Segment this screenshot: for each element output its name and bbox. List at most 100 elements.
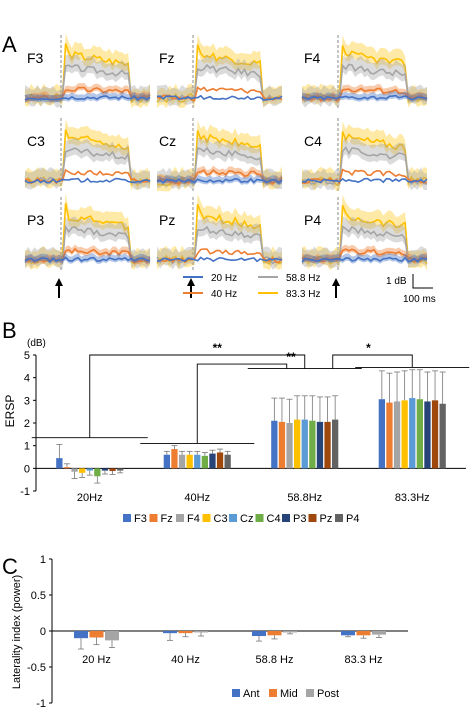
- x-category-label: 83.3 Hz: [345, 654, 383, 666]
- electrode-label-p4: P4: [304, 212, 321, 228]
- sig-line-1: [89, 354, 306, 438]
- x-category-label: 20 Hz: [82, 654, 111, 666]
- erp-cell-fz: Fz: [156, 34, 283, 110]
- error-band-hz58: [157, 54, 282, 108]
- legend-swatch-ant: [232, 689, 240, 697]
- trace-hz40: [156, 248, 283, 264]
- trace-hz20: [301, 256, 428, 263]
- erp-cell-pz: Pz: [156, 193, 283, 298]
- y-tick-label: 2: [24, 418, 30, 430]
- error-band-hz58: [25, 137, 150, 190]
- error-band-hz83: [25, 192, 150, 270]
- x-category-label: 58.8Hz: [287, 492, 322, 504]
- bar-fz-2: [278, 421, 286, 469]
- trace-hz20: [301, 177, 428, 184]
- legend-swatch-c4: [255, 514, 264, 522]
- bar-mid-1: [178, 631, 193, 634]
- erp-cell-p3: P3: [24, 192, 151, 298]
- legend-swatch-pz: [308, 514, 317, 522]
- bar-post-0: [105, 631, 119, 641]
- panel-b-ylabel: ERSP: [3, 395, 17, 428]
- bar-c4-3: [416, 399, 423, 469]
- trace-hz20: [156, 94, 283, 101]
- panel-label-c: C: [2, 554, 18, 579]
- erp-cell-c3: C3: [24, 118, 151, 193]
- bar-f4-1: [178, 454, 186, 469]
- legend-label-f3: F3: [134, 513, 147, 525]
- bar-fz-3: [386, 402, 393, 469]
- bar-post-1: [194, 631, 208, 633]
- legend-label-p3: P3: [293, 513, 306, 525]
- bar-f4-2: [286, 423, 293, 469]
- bar-ant-3: [341, 631, 355, 636]
- erp-cell-p4: P4: [301, 194, 428, 298]
- bar-post-3: [372, 631, 386, 635]
- bar-fz-0: [63, 467, 71, 469]
- error-band-hz83: [157, 120, 282, 192]
- bar-p4-3: [439, 403, 446, 469]
- y-tick-label: -1: [36, 698, 46, 707]
- y-tick-label: -0.5: [27, 662, 46, 674]
- error-band-hz58: [157, 137, 282, 190]
- bar-f3-3: [378, 399, 385, 469]
- bar-cz-0: [86, 468, 93, 471]
- legend-label-cz: Cz: [240, 513, 253, 525]
- bar-cz-3: [409, 398, 416, 469]
- x-category-label: 40Hz: [184, 492, 210, 504]
- panel-c-ylabel: Laterality index (power): [11, 575, 23, 689]
- significance-3: *: [366, 341, 371, 355]
- trace-hz20: [301, 94, 428, 101]
- electrode-label-f4: F4: [304, 50, 321, 66]
- y-tick-label: 0.5: [31, 590, 46, 602]
- legend-label-f4: F4: [187, 513, 200, 525]
- bar-pz-0: [109, 468, 116, 472]
- bar-p3-3: [424, 401, 431, 469]
- bar-mid-2: [267, 631, 282, 636]
- electrode-label-c3: C3: [27, 133, 45, 149]
- panel-b-ersp-chart: (dB) ERSP -1 0 1 2 3 4 5 20Hz 40Hz 58.8Hz 83.3Hz F3…: [3, 338, 470, 525]
- bar-c3-0: [79, 468, 86, 473]
- bar-cz-1: [194, 454, 201, 469]
- y-tick-label: 0: [24, 463, 30, 475]
- bar-p3-0: [101, 468, 109, 471]
- y-tick-label: -1: [20, 486, 30, 498]
- electrode-label-p3: P3: [27, 212, 44, 228]
- legend-swatch-fz: [149, 514, 158, 522]
- electrode-label-fz: Fz: [159, 50, 175, 66]
- panel-label-a: A: [2, 32, 17, 57]
- erp-cell-f4: F4: [301, 35, 428, 110]
- bar-f4-0: [71, 468, 78, 472]
- bar-p4-1: [224, 454, 231, 469]
- trace-hz20: [24, 95, 151, 101]
- bar-p4-0: [117, 468, 124, 471]
- erp-cell-f3: F3: [24, 33, 151, 110]
- legend-label-fz: Fz: [161, 513, 173, 525]
- stimulus-arrow-head: [187, 278, 195, 286]
- error-band-hz83: [302, 121, 427, 192]
- stimulus-arrow-head: [55, 278, 63, 286]
- panel-a-erp-traces: F3 Fz F4 C3 Cz C4 P3 Pz P4: [24, 33, 428, 298]
- erp-cell-c4: C4: [301, 118, 428, 193]
- bar-ant-1: [163, 631, 177, 634]
- error-band-hz58: [25, 216, 150, 270]
- x-category-label: 40 Hz: [171, 654, 200, 666]
- scale-bar: 1 dB 100 ms: [386, 274, 436, 305]
- legend: F3 Fz F4 C3 Cz C4 P3 Pz P4: [123, 513, 359, 525]
- error-band-hz83: [157, 34, 282, 109]
- bar-c4-1: [201, 455, 208, 469]
- sig-line-2: [196, 363, 288, 444]
- panel-c-laterality-chart: Laterality index (power) -1 -0.5 0 0.5 1 20 H…: [11, 554, 408, 707]
- trace-hz40: [24, 86, 151, 102]
- stimulus-arrow-head: [332, 278, 340, 286]
- error-band-hz20: [302, 252, 427, 265]
- legend-label-mid: Mid: [280, 688, 298, 700]
- trace-hz20: [24, 177, 151, 184]
- error-band-hz83: [25, 33, 150, 109]
- y-tick-label: 1: [40, 554, 46, 566]
- y-tick-label: 1: [24, 441, 30, 453]
- bar-p3-1: [209, 453, 216, 469]
- legend-label-ant: Ant: [243, 688, 260, 700]
- scale-bar-lines: [412, 274, 433, 289]
- x-category-label: 58.8 Hz: [256, 654, 294, 666]
